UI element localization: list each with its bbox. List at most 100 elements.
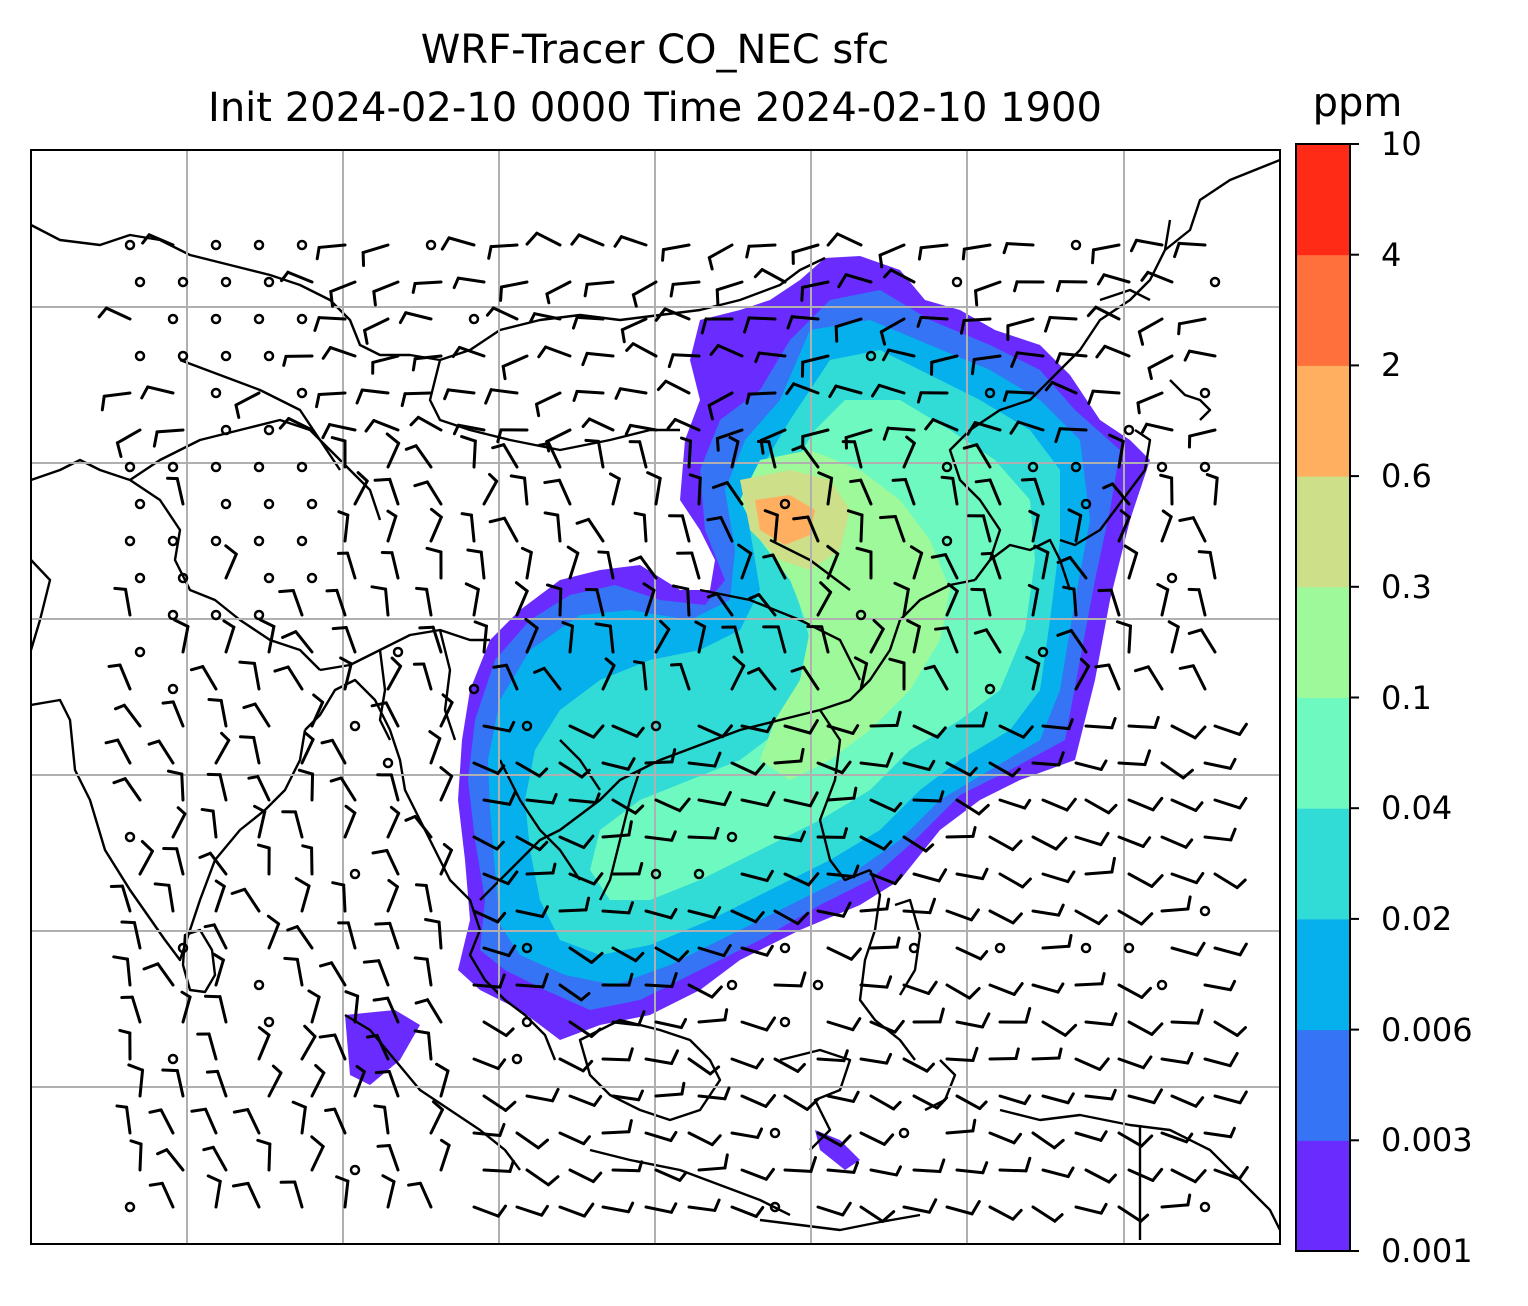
wind-barb — [472, 1122, 506, 1137]
wind-barb — [537, 442, 562, 469]
wind-barb — [418, 625, 443, 654]
wind-barb — [912, 790, 945, 803]
wind-barb — [773, 1057, 806, 1073]
wind-barb — [370, 701, 400, 728]
calm-wind-marker — [210, 461, 222, 473]
wind-barb — [1006, 317, 1035, 341]
wind-barb — [206, 1174, 222, 1209]
wind-barb — [1160, 895, 1192, 913]
wind-barb — [791, 444, 820, 469]
wind-barb — [482, 870, 519, 886]
wind-barb — [859, 835, 893, 851]
wind-barb — [601, 757, 636, 771]
wind-barb — [846, 509, 864, 543]
wind-barb — [869, 1019, 905, 1034]
wind-barb — [466, 548, 486, 580]
wind-barb — [671, 584, 691, 617]
wind-barb — [869, 618, 885, 654]
wind-barb — [1137, 317, 1164, 346]
coastline — [989, 538, 1072, 591]
wind-barb — [1074, 657, 1091, 691]
wind-barb — [632, 660, 648, 691]
wind-barb — [973, 628, 1002, 654]
wind-barb — [1170, 1094, 1205, 1108]
colorbar-swatch — [1296, 1029, 1350, 1141]
calm-wind-marker — [263, 424, 275, 436]
calm-wind-marker — [1199, 905, 1211, 917]
calm-wind-marker — [220, 498, 232, 510]
wind-barb — [902, 980, 938, 995]
wind-barb — [196, 1032, 218, 1061]
wind-barb — [331, 626, 357, 654]
wind-barb — [654, 307, 691, 322]
wind-barb — [1170, 871, 1205, 885]
wind-barb — [581, 351, 615, 367]
coastline — [31, 559, 52, 651]
wind-barb — [611, 1160, 644, 1173]
wind-barb — [451, 345, 486, 359]
wind-barb — [320, 738, 347, 765]
wind-barb — [826, 724, 860, 735]
wind-barb — [879, 317, 906, 346]
calm-wind-marker — [220, 276, 232, 288]
wind-barb — [644, 1049, 680, 1066]
wind-barb — [966, 421, 1002, 436]
wind-barb — [385, 432, 401, 469]
wind-barb — [1087, 389, 1121, 405]
wind-barb — [344, 990, 360, 1024]
calm-wind-marker — [726, 831, 738, 843]
wind-barb — [988, 1131, 1023, 1145]
wind-barb — [762, 553, 787, 580]
wind-barb — [371, 848, 400, 876]
colorbar-swatch — [1296, 586, 1350, 698]
wind-barb — [644, 1202, 678, 1214]
calm-wind-marker — [812, 979, 824, 991]
wind-barb — [524, 617, 539, 654]
wind-barb — [424, 918, 443, 950]
wind-barb — [1041, 797, 1077, 812]
wind-barb — [1074, 1202, 1108, 1215]
wind-barb — [988, 909, 1023, 925]
wind-barb — [1041, 718, 1074, 731]
wind-barb — [413, 956, 433, 987]
wind-barb — [353, 1064, 366, 1098]
wind-barb — [281, 810, 304, 839]
wind-barb — [568, 724, 605, 739]
coastline — [319, 628, 490, 672]
wind-barb — [329, 280, 357, 308]
wind-barb — [1160, 1193, 1192, 1209]
calm-wind-marker — [263, 572, 275, 584]
wind-barb — [608, 472, 621, 506]
wind-barb — [482, 1094, 517, 1112]
wind-barb — [1044, 315, 1078, 333]
calm-wind-marker — [1123, 942, 1135, 954]
wind-barb — [1041, 870, 1076, 884]
wind-barb — [882, 426, 916, 441]
wind-barb — [668, 514, 691, 543]
wind-barb — [324, 1107, 347, 1135]
wind-barb — [988, 835, 1023, 852]
wind-barb — [1097, 588, 1121, 617]
wind-barb — [1127, 715, 1160, 729]
wind-barb — [315, 391, 347, 409]
wind-barb — [1140, 270, 1174, 284]
wind-barb — [325, 588, 347, 617]
wind-barb — [310, 1064, 326, 1098]
wind-barb — [118, 1028, 132, 1061]
wind-barb — [783, 1156, 817, 1173]
wind-barb — [409, 415, 443, 432]
wind-barb — [404, 444, 433, 469]
calm-wind-marker — [296, 535, 308, 547]
calm-wind-marker — [210, 313, 222, 325]
wind-barb — [415, 586, 433, 617]
calm-wind-marker — [124, 239, 136, 251]
wind-barb — [180, 990, 192, 1024]
wind-barb — [1094, 663, 1121, 691]
wind-barb — [611, 1089, 644, 1102]
wind-barb — [380, 550, 400, 580]
wind-barb — [974, 280, 1002, 307]
wind-barb — [1133, 665, 1164, 691]
wind-barb — [1084, 1088, 1117, 1101]
calm-wind-marker — [1156, 979, 1168, 991]
